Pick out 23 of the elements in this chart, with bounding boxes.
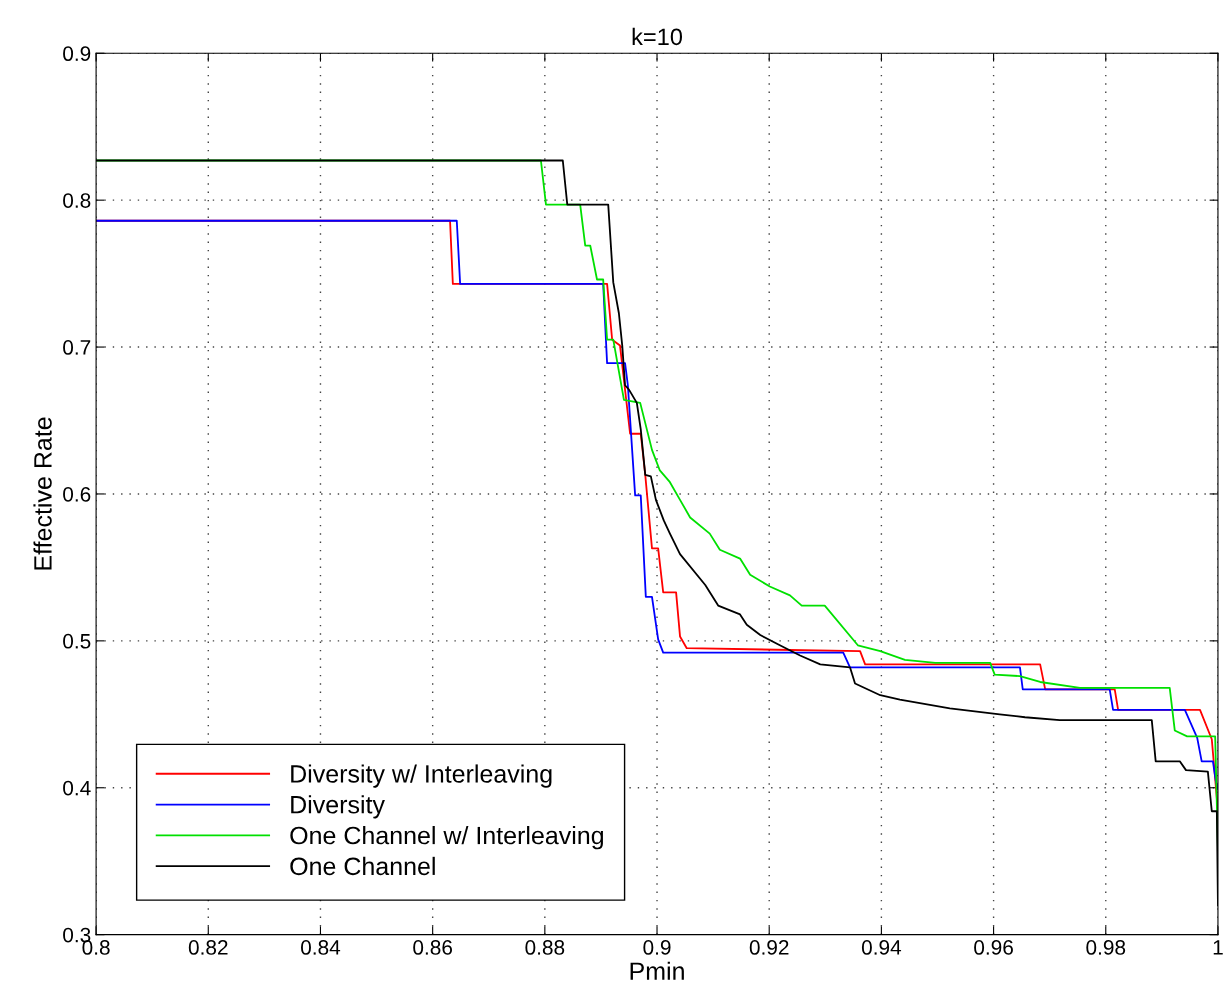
chart-title: k=10 (632, 27, 683, 46)
x-tick-label: 0.9 (643, 940, 671, 955)
legend-label: Diversity w/ Interleaving (291, 764, 552, 788)
y-tick-label: 0.4 (63, 780, 91, 796)
x-tick-label: 1 (1213, 940, 1223, 955)
x-tick-label: 0.84 (301, 940, 341, 955)
x-tick-label: 0.92 (749, 940, 789, 955)
x-tick-label: 0.88 (525, 940, 565, 955)
y-tick-label: 0.7 (63, 340, 91, 355)
y-tick-label: 0.6 (63, 486, 91, 502)
y-tick-label: 0.5 (63, 633, 91, 649)
x-tick-label: 0.94 (861, 940, 902, 955)
legend-label: One Channel (290, 856, 435, 876)
y-tick-label: 0.8 (63, 193, 91, 208)
legend-label: Diversity (291, 795, 385, 819)
legend-label: One Channel w/ Interleaving (290, 826, 603, 850)
x-tick-label: 0.96 (974, 940, 1013, 955)
x-tick-label: 0.98 (1086, 940, 1126, 955)
x-tick-label: 0.86 (413, 940, 453, 955)
y-tick-label: 0.9 (63, 46, 91, 62)
x-axis-title: Pmin (630, 961, 684, 980)
x-tick-label: 0.82 (188, 940, 228, 955)
y-axis-title: Effective Rate (33, 417, 52, 570)
